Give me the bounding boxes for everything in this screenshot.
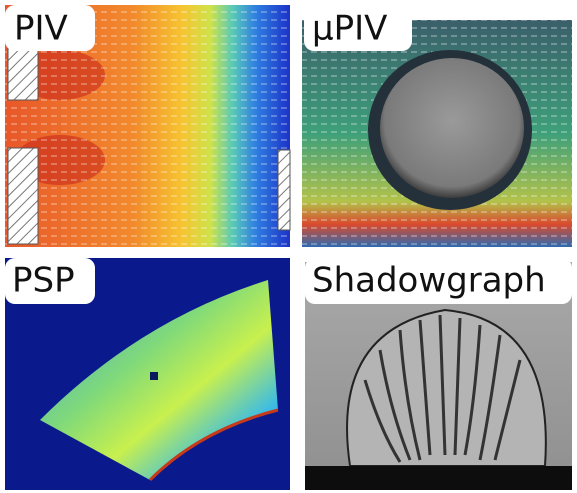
panel-label: Shadowgraph (312, 261, 546, 301)
micro-piv-panel: μPIV (302, 5, 572, 247)
psp-panel: PSP (5, 258, 290, 490)
droplet (380, 58, 524, 198)
substrate (305, 466, 572, 490)
page: PIV μPIV PSP Shadowgraph (() => { const … (0, 0, 577, 493)
piv-wall (278, 150, 290, 230)
panel-label: PIV (14, 9, 68, 49)
piv-wall (8, 148, 38, 244)
panel-label: PSP (12, 261, 75, 301)
psp-spot (150, 372, 158, 380)
panel-label: μPIV (312, 9, 387, 49)
shadowgraph-panel: Shadowgraph (305, 258, 572, 490)
piv-panel: PIV (5, 5, 290, 247)
figure: PIV μPIV PSP Shadowgraph (0, 0, 577, 493)
